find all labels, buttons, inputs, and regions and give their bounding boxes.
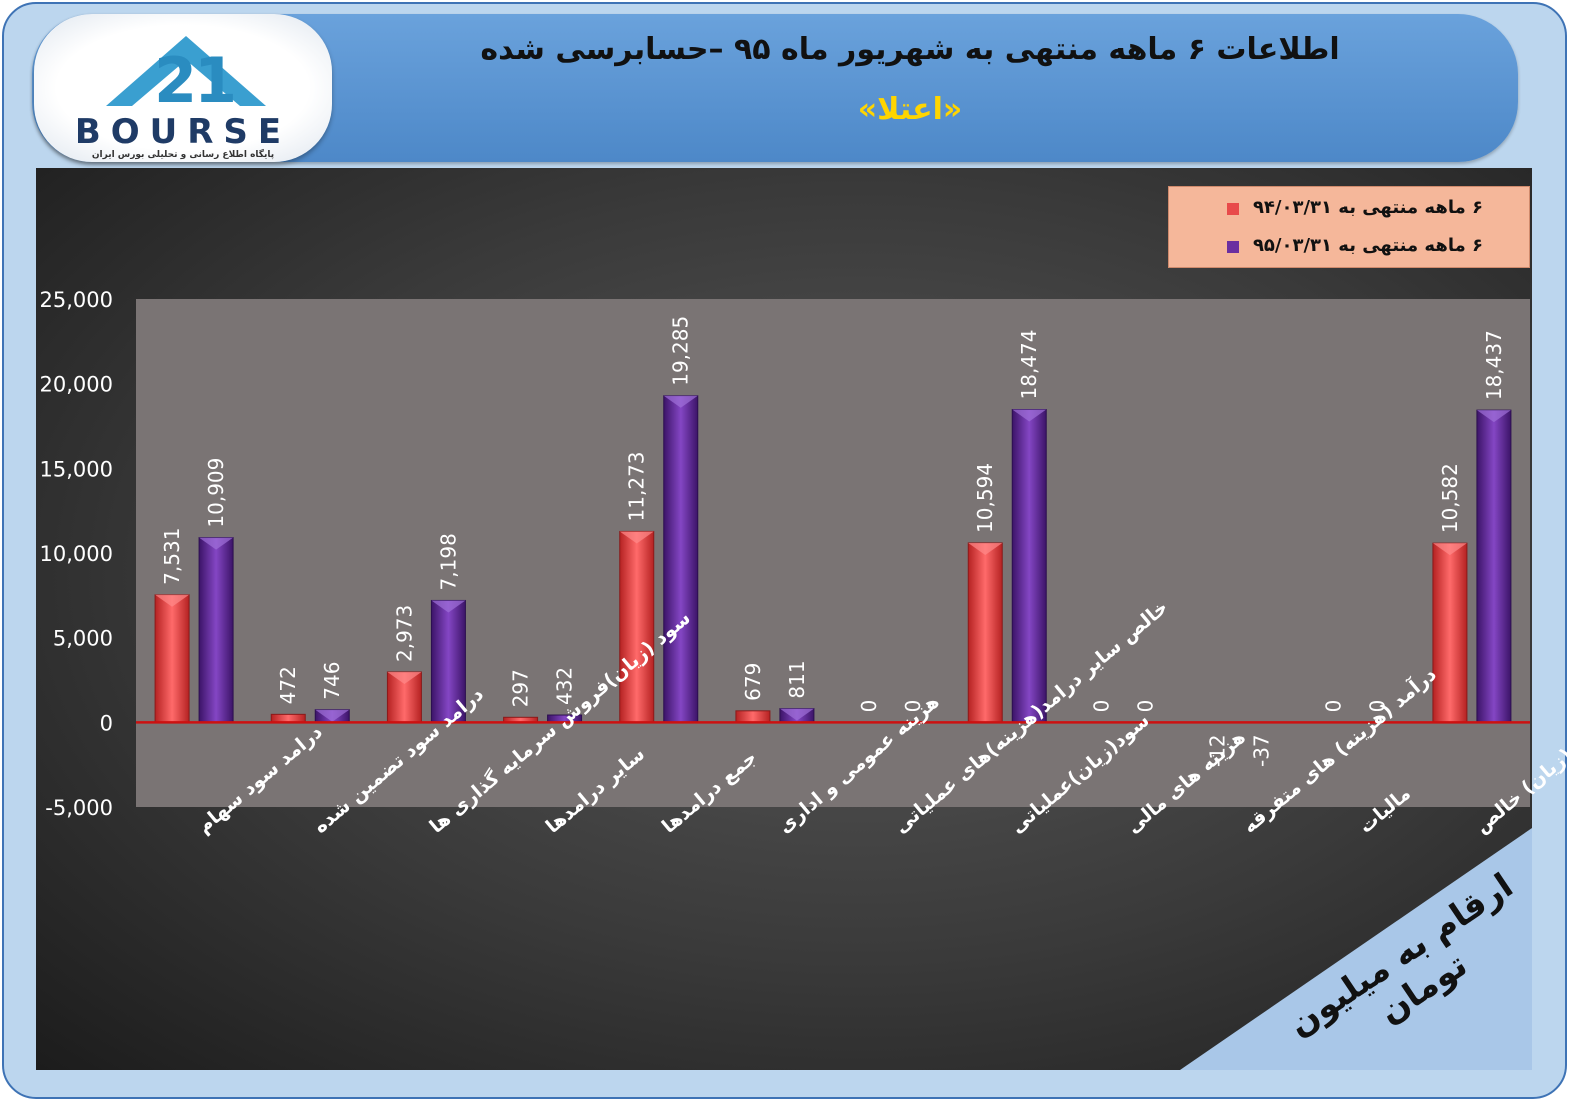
y-tick-label: 25,000 (40, 288, 113, 312)
legend-label-series-2: ۶ ماهه منتهی به ۹۵/۰۳/۳۱ (1252, 235, 1483, 256)
data-label: 18,474 (1017, 330, 1041, 400)
bar-bevel-top (155, 594, 190, 607)
company-name: «اعتلا» (857, 92, 963, 127)
data-label: 10,582 (1438, 463, 1462, 533)
data-label: 11,273 (625, 451, 649, 521)
data-label: 18,437 (1482, 330, 1506, 400)
bar-bevel-top (619, 531, 654, 544)
chart-legend: ۶ ماهه منتهی به ۹۴/۰۳/۳۱ ۶ ماهه منتهی به… (1168, 186, 1530, 268)
data-label: 2,973 (392, 605, 416, 662)
data-label: 7,198 (436, 533, 460, 590)
bar-series-2 (1011, 409, 1047, 723)
data-label: -37 (1250, 734, 1274, 767)
bar-bevel-top (315, 709, 350, 722)
svg-text:2: 2 (154, 44, 197, 117)
data-label: 0 (1133, 700, 1157, 713)
bar-series-2 (663, 395, 699, 723)
bar-series-1 (619, 530, 655, 723)
y-tick-label: 0 (100, 711, 113, 735)
bar-series-1 (1432, 542, 1468, 723)
bar-series-2 (1476, 409, 1512, 723)
y-tick-label: 15,000 (40, 457, 113, 481)
y-tick-label: -5,000 (45, 796, 113, 820)
data-label: 746 (320, 662, 344, 700)
bar-bevel-top (199, 537, 234, 550)
bar-bevel-top (779, 708, 814, 721)
data-label: 19,285 (669, 316, 693, 386)
y-tick-label: 10,000 (40, 542, 113, 566)
logo-tagline: پایگاه اطلاع رسانی و تحلیلی بورس ایران (91, 150, 275, 160)
bar-series-1 (967, 542, 1003, 723)
y-tick-label: 20,000 (40, 373, 113, 397)
data-label: 811 (785, 660, 809, 698)
data-label: -12 (1206, 734, 1230, 767)
data-label: 297 (509, 669, 533, 707)
logo-wordmark: BOURSE (74, 112, 292, 152)
bar-bevel-top (1476, 410, 1511, 423)
legend-label-series-1: ۶ ماهه منتهی به ۹۴/۰۳/۳۱ (1252, 197, 1483, 218)
data-label: 10,594 (973, 463, 997, 533)
logo-mark-icon: 2 1 (106, 36, 266, 117)
bar-series-1 (735, 710, 771, 723)
data-label: 0 (1322, 700, 1346, 713)
data-label: 679 (741, 663, 765, 701)
data-label: 0 (901, 700, 925, 713)
bar-bevel-top (968, 542, 1003, 555)
bar-bevel-top (1432, 543, 1467, 556)
bar-bevel-top (387, 671, 422, 684)
y-tick-label: 5,000 (53, 627, 113, 651)
data-label: 0 (1089, 700, 1113, 713)
bar-series-2 (198, 537, 234, 723)
bar-bevel-top (663, 395, 698, 408)
svg-text:1: 1 (194, 44, 237, 117)
data-label: 10,909 (204, 458, 228, 528)
plot-area (136, 299, 1530, 807)
data-label: 432 (553, 667, 577, 705)
legend-swatch-series-2 (1227, 241, 1239, 253)
bourse-logo: 2 1 BOURSE پایگاه اطلاع رسانی و تحلیلی ب… (34, 14, 332, 162)
legend-swatch-series-1 (1227, 203, 1239, 215)
bar-bevel-top (1012, 409, 1047, 422)
bar-bevel-top (431, 600, 466, 613)
bar-series-2 (430, 599, 466, 723)
page-title: اطلاعات ۶ ماهه منتهی به شهریور ماه ۹۵ –ح… (480, 32, 1340, 67)
bar-series-1 (154, 594, 190, 723)
data-label: 0 (1366, 700, 1390, 713)
data-label: 0 (857, 700, 881, 713)
data-label: 472 (276, 666, 300, 704)
data-label: 7,531 (160, 528, 184, 585)
